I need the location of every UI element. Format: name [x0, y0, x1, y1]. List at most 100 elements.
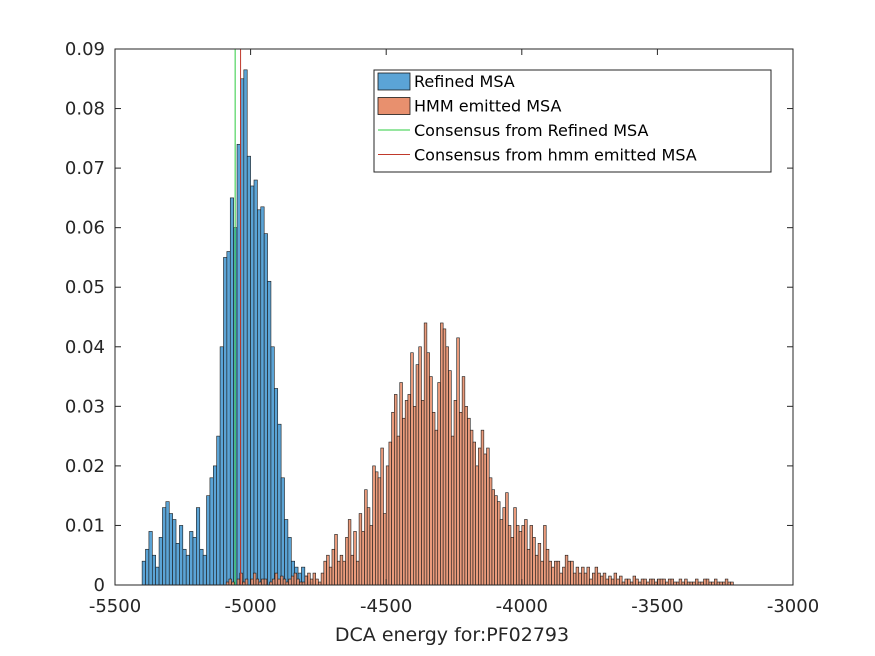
- hmm-msa-bar: [364, 489, 368, 586]
- hmm-msa-bar: [594, 566, 599, 586]
- hmm-msa-bar: [274, 572, 279, 586]
- refined-msa-bar: [148, 531, 153, 586]
- refined-msa-bar: [172, 519, 177, 586]
- hmm-msa-bar: [244, 578, 249, 586]
- hmm-msa-bar: [418, 346, 422, 586]
- hmm-msa-bar: [643, 578, 647, 586]
- refined-msa-bar: [277, 423, 282, 586]
- refined-msa-bar: [189, 531, 194, 586]
- hmm-msa-bar: [494, 495, 498, 586]
- refined-msa-bar: [284, 519, 289, 586]
- y-tick-label: 0.07: [65, 158, 105, 179]
- hmm-msa-bar: [483, 453, 487, 586]
- legend-label-refined-msa: Refined MSA: [414, 72, 515, 91]
- hmm-msa-bar: [280, 575, 284, 586]
- hmm-msa-bar: [369, 525, 373, 586]
- hmm-msa-bar: [648, 578, 653, 586]
- refined-msa-bar: [158, 537, 163, 586]
- x-tick-label: -3500: [631, 596, 683, 617]
- hmm-msa-bar: [307, 572, 311, 586]
- hmm-msa-bar: [635, 578, 639, 586]
- x-tick-label: -3000: [767, 596, 819, 617]
- hmm-msa-bar: [372, 465, 376, 586]
- hmm-msa-bar: [253, 572, 257, 586]
- hmm-msa-bar: [548, 560, 552, 586]
- hmm-msa-bar: [562, 566, 566, 586]
- hmm-msa-bar: [415, 364, 420, 586]
- refined-msa-bar: [257, 209, 262, 586]
- y-tick-label: 0.05: [65, 277, 105, 298]
- hmm-msa-bar: [402, 417, 406, 586]
- hmm-msa-bar: [423, 322, 428, 586]
- hmm-msa-bar: [724, 578, 729, 586]
- hmm-msa-bar: [619, 575, 623, 586]
- refined-msa-bar: [168, 513, 173, 586]
- refined-msa-bar: [196, 507, 201, 586]
- hmm-msa-bar: [513, 507, 517, 586]
- hmm-msa-bar: [540, 560, 544, 586]
- refined-msa-bar: [263, 233, 268, 586]
- hmm-msa-bar: [521, 525, 525, 586]
- refined-msa-bar: [223, 257, 228, 586]
- hmm-msa-bar: [426, 352, 430, 586]
- hmm-msa-bar: [505, 492, 509, 586]
- hmm-msa-bar: [342, 560, 346, 586]
- hmm-msa-bar: [377, 477, 382, 586]
- legend-box: [373, 69, 772, 173]
- hmm-msa-bar: [347, 519, 352, 586]
- hmm-msa-bar: [583, 572, 588, 586]
- x-axis-ticks: -5500 -5000 -4500 -4000 -3500 -3000: [89, 49, 819, 617]
- hmm-msa-bar: [255, 578, 260, 586]
- y-tick-label: 0.02: [65, 456, 105, 477]
- refined-msa-bar: [243, 69, 248, 586]
- hmm-msa-bar: [516, 525, 520, 586]
- hmm-msa-bar: [361, 531, 365, 586]
- hmm-msa-bar: [491, 489, 495, 586]
- hmm-msa-bar: [575, 566, 580, 586]
- refined-msa-bar: [236, 143, 241, 586]
- hmm-msa-bar: [385, 465, 390, 586]
- hmm-msa-bar: [326, 554, 330, 586]
- hmm-msa-bar: [388, 441, 392, 586]
- refined-msa-bar: [185, 554, 190, 586]
- hmm-msa-bar: [334, 534, 338, 586]
- refined-msa-bar: [162, 507, 167, 586]
- hmm-msa-bar: [271, 578, 276, 586]
- hmm-msa-bar: [358, 513, 363, 586]
- refined-msa-bar: [246, 155, 251, 586]
- refined-msa-bar: [213, 465, 217, 586]
- refined-msa-bar: [270, 346, 275, 586]
- hmm-msa-bar: [526, 548, 531, 586]
- hmm-msa-bar: [429, 376, 433, 586]
- refined-msa-bar: [202, 554, 207, 586]
- hmm-msa-bar: [613, 572, 618, 586]
- refined-msa-bar: [250, 185, 255, 586]
- hmm-msa-bar: [304, 575, 308, 586]
- hmm-msa-bar: [440, 322, 444, 586]
- hmm-msa-bar: [290, 575, 295, 586]
- hmm-msa-bar: [581, 566, 585, 586]
- hmm-msa-bar: [567, 560, 571, 586]
- hmm-msa-bar: [554, 560, 558, 586]
- hmm-msa-bar: [537, 543, 542, 586]
- hmm-msa-bar: [337, 560, 341, 586]
- hmm-msa-bar: [461, 376, 466, 586]
- y-tick-label: 0.09: [65, 39, 105, 60]
- hmm-msa-bar: [456, 337, 460, 586]
- hmm-msa-bar: [535, 554, 539, 586]
- hmm-msa-bar: [499, 519, 504, 586]
- hmm-msa-bar: [684, 578, 688, 586]
- hmm-msa-bar: [356, 560, 360, 586]
- refined-msa-bar: [280, 477, 285, 586]
- hmm-msa-bar: [464, 406, 468, 586]
- legend-swatch-refined-msa: [377, 72, 411, 91]
- hmm-msa-bar: [263, 578, 268, 586]
- refined-msa-bar: [165, 501, 170, 586]
- hmm-emitted-msa-bars: [225, 322, 734, 586]
- x-tick-label: -5000: [224, 596, 276, 617]
- hmm-msa-bar: [375, 471, 379, 586]
- hmm-msa-bar: [600, 575, 604, 586]
- hmm-msa-bar: [556, 560, 561, 586]
- hmm-msa-bar: [597, 572, 601, 586]
